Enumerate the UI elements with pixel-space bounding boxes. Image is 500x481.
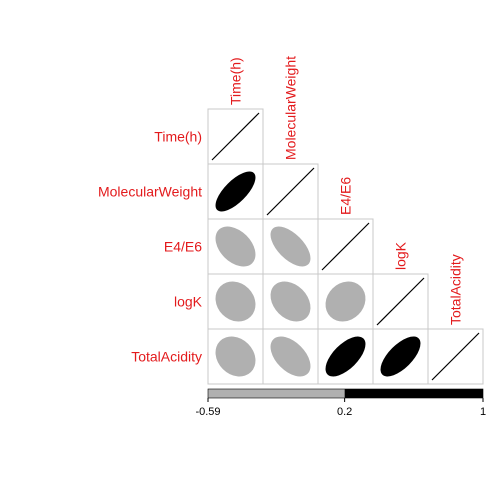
ellipse-totalacidity-molecularweight <box>270 336 311 377</box>
row-label-time-h: Time(h) <box>154 129 202 145</box>
col-label-e4-e6: E4/E6 <box>338 177 354 215</box>
col-label-logk: logK <box>393 241 409 270</box>
row-label-totalacidity: TotalAcidity <box>131 349 202 365</box>
ellipse-logk-time-h <box>215 281 256 322</box>
labels-layer: Time(h) MolecularWeight E4/E6 logK TotalAcid… <box>98 56 464 365</box>
col-label-totalacidity: TotalAcidity <box>448 254 464 325</box>
diagonal-line-time-h <box>211 112 260 161</box>
ellipse-totalacidity-time-h <box>215 336 256 377</box>
colorbar-segment-low <box>208 389 345 398</box>
cell-totalacidity-totalacidity <box>427 328 484 385</box>
ellipse-totalacidity-e4-e6 <box>325 336 366 377</box>
colorbar-frame <box>207 388 484 399</box>
col-label-time-h: Time(h) <box>228 57 244 105</box>
row-label-e4-e6: E4/E6 <box>164 239 202 255</box>
ellipse-totalacidity-logk <box>380 336 421 377</box>
ellipse-logk-e4-e6 <box>325 281 366 322</box>
diagonal-line-e4-e6 <box>321 222 370 271</box>
row-label-logk: logK <box>174 294 203 310</box>
colorbar: -0.59 0.2 1 <box>195 388 486 418</box>
diagonal-line-logk <box>376 277 425 326</box>
marks-layer <box>211 112 480 381</box>
ellipse-molecularweight-time-h <box>215 171 256 212</box>
col-label-molecularweight: MolecularWeight <box>283 56 299 160</box>
diagonal-line-totalacidity <box>431 332 480 381</box>
ellipse-logk-molecularweight <box>270 281 311 322</box>
colorbar-tick-label-1: 0.2 <box>337 406 352 418</box>
row-label-molecularweight: MolecularWeight <box>98 184 202 200</box>
colorbar-tick-label-0: -0.59 <box>195 406 220 418</box>
ellipse-e4-e6-time-h <box>215 226 256 267</box>
colorbar-segment-high <box>344 389 483 398</box>
diagonal-line-molecularweight <box>266 167 315 216</box>
ellipse-e4-e6-molecularweight <box>270 226 311 267</box>
colorbar-tick-label-2: 1 <box>480 406 486 418</box>
cells-layer <box>207 108 484 385</box>
